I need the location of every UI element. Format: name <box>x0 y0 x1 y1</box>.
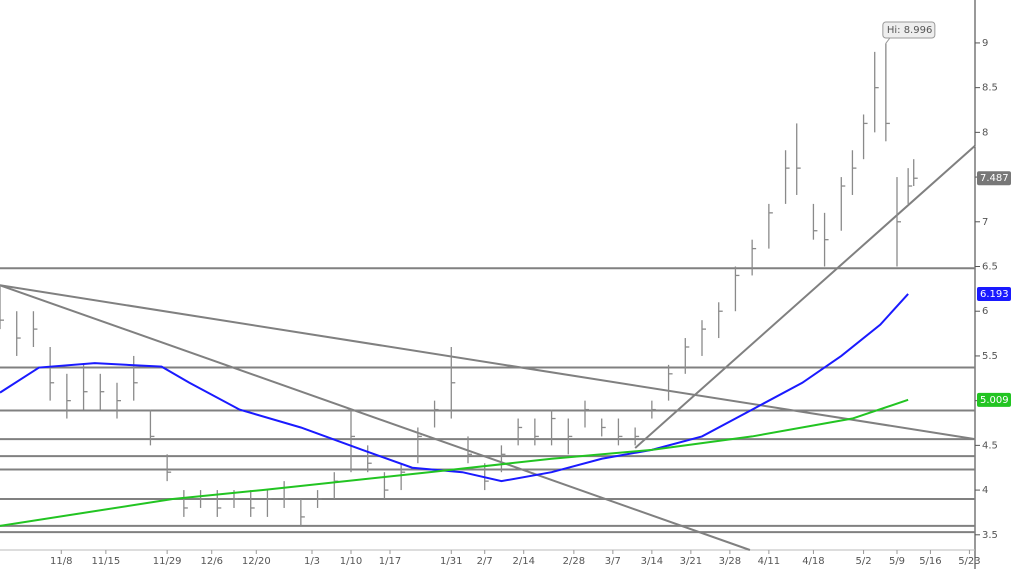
x-tick-label: 3/28 <box>719 556 741 567</box>
x-tick-label: 1/3 <box>304 556 320 567</box>
y-tick-label: 6.5 <box>982 262 998 273</box>
annotation-leader <box>885 37 891 44</box>
annotation: Hi: 8.996 <box>887 25 932 36</box>
trend-line <box>0 284 751 551</box>
y-tick-label: 5.5 <box>982 351 998 362</box>
y-tick-label: 3.5 <box>982 530 998 541</box>
x-tick-label: 2/28 <box>563 556 585 567</box>
moving-average <box>0 293 909 483</box>
x-tick-label: 3/21 <box>680 556 702 567</box>
x-tick-label: 5/16 <box>919 556 941 567</box>
value-label-box <box>977 171 1011 186</box>
x-tick-label: 1/17 <box>379 556 401 567</box>
value-label: 5.009 <box>980 395 1009 406</box>
x-tick-label: 11/15 <box>91 556 120 567</box>
x-tick-label: 5/2 <box>856 556 872 567</box>
y-tick-label: 4 <box>982 485 988 496</box>
trend-line <box>0 284 976 441</box>
y-tick-label: 7 <box>982 217 988 228</box>
value-label-box <box>977 286 1011 301</box>
x-tick-label: 11/29 <box>153 556 182 567</box>
y-tick-label: 4.5 <box>982 440 998 451</box>
value-label-box <box>977 392 1011 407</box>
value-label: 6.193 <box>980 289 1009 300</box>
x-tick-label: 2/14 <box>512 556 534 567</box>
y-tick-label: 8.5 <box>982 83 998 94</box>
annotation-box <box>882 21 936 39</box>
x-tick-label: 3/7 <box>605 556 621 567</box>
moving-average <box>0 398 909 527</box>
x-tick-label: 11/8 <box>50 556 72 567</box>
x-tick-label: 5/23 <box>958 556 980 567</box>
x-tick-label: 4/11 <box>758 556 780 567</box>
x-tick-label: 1/31 <box>440 556 462 567</box>
y-tick-label: 8 <box>982 127 988 138</box>
y-tick-label: 9 <box>982 38 988 49</box>
x-tick-label: 12/20 <box>242 556 271 567</box>
value-label: 7.487 <box>980 173 1009 184</box>
x-tick-label: 1/10 <box>340 556 362 567</box>
x-tick-label: 12/6 <box>200 556 222 567</box>
x-tick-label: 4/18 <box>802 556 824 567</box>
trend-line <box>634 145 976 449</box>
x-tick-label: 3/14 <box>641 556 663 567</box>
y-tick-label: 6 <box>982 306 988 317</box>
x-tick-label: 5/9 <box>889 556 905 567</box>
x-tick-label: 2/7 <box>477 556 493 567</box>
